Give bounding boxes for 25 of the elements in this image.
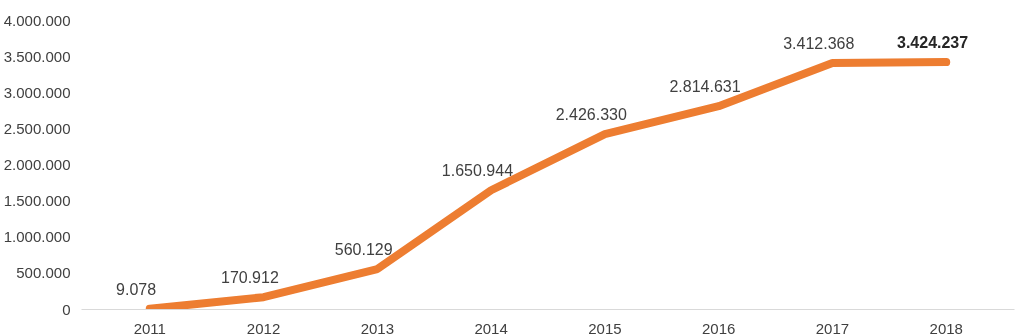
x-tick-label: 2015 bbox=[588, 319, 622, 336]
y-tick-label: 0 bbox=[62, 300, 71, 318]
x-tick-label: 2017 bbox=[815, 319, 850, 336]
y-tick-label: 3.000.000 bbox=[3, 83, 71, 101]
data-label: 560.129 bbox=[334, 241, 393, 259]
y-tick-label: 2.500.000 bbox=[3, 119, 71, 137]
data-label: 3.412.368 bbox=[783, 34, 855, 52]
data-label: 1.650.944 bbox=[441, 162, 514, 180]
data-label: 2.426.330 bbox=[555, 106, 627, 124]
y-tick-label: 1.000.000 bbox=[3, 228, 71, 246]
y-tick-label: 1.500.000 bbox=[3, 192, 71, 210]
x-tick-label: 2011 bbox=[133, 319, 166, 336]
y-tick-label: 500.000 bbox=[16, 264, 71, 282]
x-tick-label: 2014 bbox=[474, 319, 508, 336]
data-label: 9.078 bbox=[116, 280, 157, 298]
y-tick-label: 2.000.000 bbox=[3, 156, 71, 173]
data-label: 3.424.237 bbox=[896, 34, 969, 52]
x-tick-label: 2013 bbox=[360, 319, 395, 336]
x-tick-label: 2018 bbox=[929, 319, 963, 336]
x-tick-label: 2016 bbox=[701, 319, 736, 336]
data-label: 2.814.631 bbox=[669, 78, 741, 96]
x-tick-label: 2012 bbox=[246, 319, 281, 336]
y-tick-label: 4.000.000 bbox=[3, 11, 71, 29]
y-tick-label: 3.500.000 bbox=[3, 47, 71, 65]
data-label: 170.912 bbox=[220, 269, 279, 287]
